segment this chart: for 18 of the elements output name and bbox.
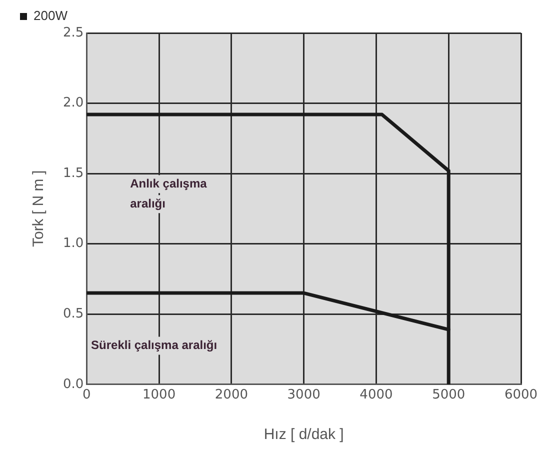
x-tick-label: 3000 [287,388,320,403]
y-tick-label: 2.5 [62,25,84,40]
x-tick-label: 5000 [432,388,466,403]
y-tick-label: 0.0 [62,376,84,392]
annotation: Sürekli çalışma aralığı [91,338,218,352]
x-tick-label: 0 [82,388,91,403]
x-axis-title: Hız [ d/dak ] [264,426,344,444]
annotation: Anlık çalışma aralığı [130,176,208,210]
x-tick-label: 2000 [214,388,248,403]
y-tick-label: 1.0 [62,236,84,252]
y-tick-label: 0.5 [62,306,84,322]
y-tick-label: 1.5 [62,166,84,181]
x-tick-label: 6000 [504,388,538,403]
legend-label: 200W [34,8,68,24]
y-tick-label: 2.0 [62,96,84,111]
y-axis-title: Tork [ N m ] [30,170,48,248]
x-tick-label: 4000 [360,388,393,403]
x-tick-label: 1000 [142,388,176,403]
